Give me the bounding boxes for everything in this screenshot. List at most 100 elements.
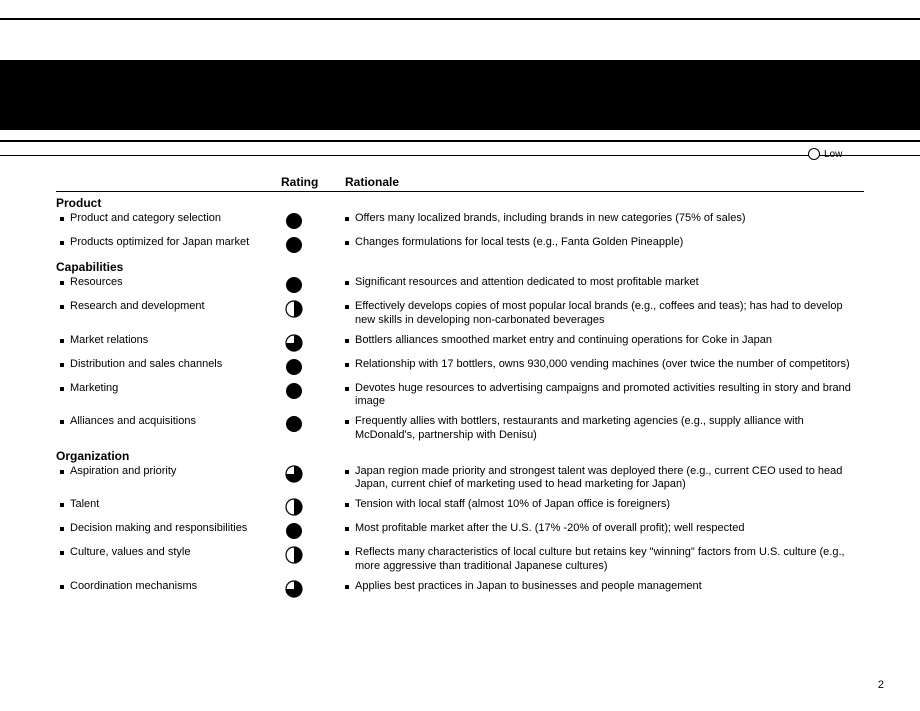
row-rationale: Tension with local staff (almost 10% of … <box>355 498 864 512</box>
row-label: Culture, values and style <box>70 546 281 560</box>
table-row: Distribution and sales channels Relations… <box>56 358 864 376</box>
rating-cell <box>281 300 345 318</box>
bullet-icon <box>60 281 64 285</box>
bullet-icon <box>345 585 349 589</box>
page-number: 2 <box>878 679 884 691</box>
row-label: Decision making and responsibilities <box>70 522 281 536</box>
row-rationale: Devotes huge resources to advertising ca… <box>355 382 864 410</box>
harvey-ball-icon <box>285 334 303 352</box>
row-label: Aspiration and priority <box>70 465 281 479</box>
table-row: Coordination mechanisms Applies best pra… <box>56 580 864 598</box>
table-row: Research and development Effectively dev… <box>56 300 864 328</box>
table-row: Market relations Bottlers alliances smoo… <box>56 334 864 352</box>
row-rationale: Changes formulations for local tests (e.… <box>355 236 864 250</box>
legend-circle-icon <box>808 148 820 160</box>
row-rationale: Offers many localized brands, including … <box>355 212 864 226</box>
table-row: Product and category selectionOffers man… <box>56 212 864 230</box>
bullet-icon <box>345 339 349 343</box>
rating-cell <box>281 358 345 376</box>
rating-cell <box>281 382 345 400</box>
row-label: Products optimized for Japan market <box>70 236 281 250</box>
bullet-icon <box>345 551 349 555</box>
row-rationale: Relationship with 17 bottlers, owns 930,… <box>355 358 864 372</box>
table-row: Aspiration and priority Japan region mad… <box>56 465 864 493</box>
table-header: Rating Rationale <box>56 175 864 192</box>
content-table: Rating Rationale Product Product and cate… <box>56 175 864 604</box>
bullet-icon <box>60 217 64 221</box>
rating-cell <box>281 498 345 516</box>
table-row: Resources Significant resources and atten… <box>56 276 864 294</box>
rating-cell <box>281 522 345 540</box>
rating-cell <box>281 334 345 352</box>
row-label: Distribution and sales channels <box>70 358 281 372</box>
legend-label: Low <box>824 149 842 160</box>
rating-cell <box>281 465 345 483</box>
harvey-ball-icon <box>285 465 303 483</box>
section-title: Organization <box>56 449 864 463</box>
row-label: Alliances and acquisitions <box>70 415 281 429</box>
harvey-ball-icon <box>285 415 303 433</box>
rating-cell <box>281 580 345 598</box>
section-title: Product <box>56 196 864 210</box>
section-title: Capabilities <box>56 260 864 274</box>
bullet-icon <box>60 551 64 555</box>
rating-cell <box>281 546 345 564</box>
harvey-ball-icon <box>285 236 303 254</box>
bullet-icon <box>345 503 349 507</box>
row-rationale: Japan region made priority and strongest… <box>355 465 864 493</box>
table-row: Products optimized for Japan market Chang… <box>56 236 864 254</box>
harvey-ball-icon <box>285 498 303 516</box>
row-rationale: Frequently allies with bottlers, restaur… <box>355 415 864 443</box>
table-row: Talent Tension with local staff (almost … <box>56 498 864 516</box>
harvey-ball-icon <box>285 300 303 318</box>
harvey-ball-icon <box>285 276 303 294</box>
harvey-ball-icon <box>285 546 303 564</box>
row-label: Talent <box>70 498 281 512</box>
title-band <box>0 60 920 130</box>
row-label: Research and development <box>70 300 281 314</box>
rating-cell <box>281 415 345 433</box>
row-rationale: Bottlers alliances smoothed market entry… <box>355 334 864 348</box>
row-rationale: Applies best practices in Japan to busin… <box>355 580 864 594</box>
top-rule <box>0 18 920 20</box>
bullet-icon <box>345 387 349 391</box>
row-label: Market relations <box>70 334 281 348</box>
harvey-ball-icon <box>285 358 303 376</box>
header-rationale: Rationale <box>345 175 864 189</box>
row-label: Coordination mechanisms <box>70 580 281 594</box>
bullet-icon <box>60 305 64 309</box>
bullet-icon <box>60 527 64 531</box>
bullet-icon <box>60 339 64 343</box>
bullet-icon <box>345 420 349 424</box>
bullet-icon <box>345 305 349 309</box>
row-label: Marketing <box>70 382 281 396</box>
row-rationale: Reflects many characteristics of local c… <box>355 546 864 574</box>
bullet-icon <box>60 363 64 367</box>
harvey-ball-icon <box>285 212 303 230</box>
table-row: Alliances and acquisitions Frequently all… <box>56 415 864 443</box>
bullet-icon <box>345 241 349 245</box>
harvey-ball-icon <box>285 382 303 400</box>
bullet-icon <box>60 585 64 589</box>
band-rule-1 <box>0 140 920 142</box>
row-label: Resources <box>70 276 281 290</box>
harvey-ball-icon <box>285 580 303 598</box>
rating-cell <box>281 276 345 294</box>
table-row: Marketing Devotes huge resources to adver… <box>56 382 864 410</box>
bullet-icon <box>60 470 64 474</box>
row-rationale: Significant resources and attention dedi… <box>355 276 864 290</box>
bullet-icon <box>345 363 349 367</box>
table-row: Decision making and responsibilities Most… <box>56 522 864 540</box>
row-rationale: Most profitable market after the U.S. (1… <box>355 522 864 536</box>
bullet-icon <box>345 217 349 221</box>
bullet-icon <box>345 281 349 285</box>
header-rating: Rating <box>281 175 345 189</box>
bullet-icon <box>60 387 64 391</box>
legend-low: Low <box>808 148 842 160</box>
rating-cell <box>281 236 345 254</box>
band-rule-2 <box>0 155 920 156</box>
bullet-icon <box>60 241 64 245</box>
bullet-icon <box>345 470 349 474</box>
bullet-icon <box>60 420 64 424</box>
bullet-icon <box>60 503 64 507</box>
